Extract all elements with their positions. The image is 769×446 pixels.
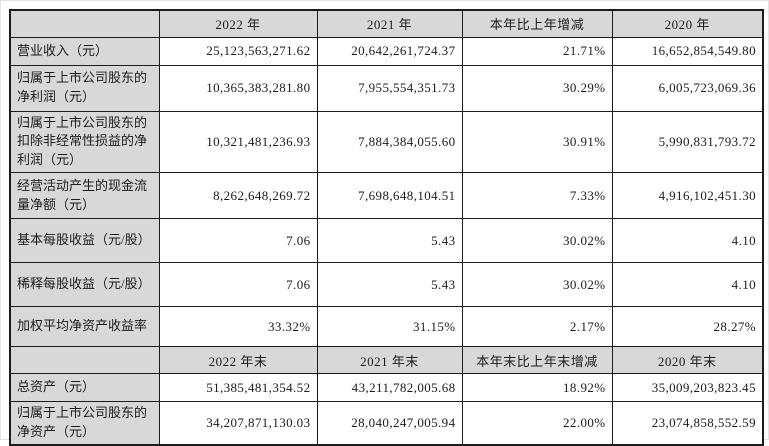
- value-cell: 18.92%: [461, 373, 613, 403]
- metric-label: 归属于上市公司股东的扣除非经常性损益的净利润（元）: [9, 110, 160, 174]
- yearend-header-row: 2022 年末 2021 年末 本年末比上年末增减 2020 年末: [9, 346, 764, 375]
- value-cell: 2.17%: [461, 306, 613, 348]
- value-cell: 4,916,102,451.30: [611, 172, 764, 220]
- value-cell: 6,005,723,069.36: [611, 64, 764, 112]
- value-cell: 10,321,481,236.93: [158, 110, 318, 174]
- row-operating-cash-flow: 经营活动产生的现金流量净额（元） 8,262,648,269.72 7,698,…: [9, 172, 764, 220]
- value-cell: 25,123,563,271.62: [158, 36, 318, 66]
- value-cell: 28,040,247,005.94: [316, 401, 463, 446]
- row-net-assets: 归属于上市公司股东的净资产（元） 34,207,871,130.03 28,04…: [9, 401, 764, 446]
- value-cell: 5,990,831,793.72: [611, 110, 764, 174]
- metric-label: 稀释每股收益（元/股）: [9, 262, 160, 308]
- year-header-2020: 2020 年: [611, 9, 764, 38]
- row-weighted-avg-roe: 加权平均净资产收益率 33.32% 31.15% 2.17% 28.27%: [9, 306, 764, 348]
- metric-label: 加权平均净资产收益率: [9, 306, 160, 348]
- corner-cell: [9, 346, 160, 375]
- yoy-change-header: 本年比上年增减: [461, 9, 613, 38]
- value-cell: 30.02%: [461, 262, 613, 308]
- value-cell: 31.15%: [316, 306, 463, 348]
- value-cell: 4.10: [611, 218, 764, 264]
- value-cell: 30.02%: [461, 218, 613, 264]
- year-header-2022: 2022 年: [158, 9, 318, 38]
- value-cell: 5.43: [316, 218, 463, 264]
- value-cell: 30.91%: [461, 110, 613, 174]
- value-cell: 28.27%: [611, 306, 764, 348]
- row-total-assets: 总资产（元） 51,385,481,354.52 43,211,782,005.…: [9, 373, 764, 403]
- metric-label: 总资产（元）: [9, 373, 160, 403]
- value-cell: 16,652,854,549.80: [611, 36, 764, 66]
- row-basic-eps: 基本每股收益（元/股） 7.06 5.43 30.02% 4.10: [9, 218, 764, 264]
- metric-label: 归属于上市公司股东的净利润（元）: [9, 64, 160, 112]
- value-cell: 7,884,384,055.60: [316, 110, 463, 174]
- metric-label: 营业收入（元）: [9, 36, 160, 66]
- value-cell: 20,642,261,724.37: [316, 36, 463, 66]
- yearend-header-2021: 2021 年末: [316, 346, 463, 375]
- metric-label: 归属于上市公司股东的净资产（元）: [9, 401, 160, 446]
- value-cell: 7.06: [158, 218, 318, 264]
- value-cell: 43,211,782,005.68: [316, 373, 463, 403]
- value-cell: 7.33%: [461, 172, 613, 220]
- corner-cell: [9, 9, 160, 38]
- value-cell: 7,955,554,351.73: [316, 64, 463, 112]
- row-revenue: 营业收入（元） 25,123,563,271.62 20,642,261,724…: [9, 36, 764, 66]
- value-cell: 8,262,648,269.72: [158, 172, 318, 220]
- value-cell: 33.32%: [158, 306, 318, 348]
- value-cell: 30.29%: [461, 64, 613, 112]
- yearend-header-2020: 2020 年末: [611, 346, 764, 375]
- value-cell: 7,698,648,104.51: [316, 172, 463, 220]
- yearend-change-header: 本年末比上年末增减: [461, 346, 613, 375]
- metric-label: 经营活动产生的现金流量净额（元）: [9, 172, 160, 220]
- row-net-profit-deducted: 归属于上市公司股东的扣除非经常性损益的净利润（元） 10,321,481,236…: [9, 110, 764, 174]
- row-net-profit: 归属于上市公司股东的净利润（元） 10,365,383,281.80 7,955…: [9, 64, 764, 112]
- financial-summary-table: 2022 年 2021 年 本年比上年增减 2020 年 营业收入（元） 25,…: [9, 9, 764, 446]
- value-cell: 21.71%: [461, 36, 613, 66]
- metric-label: 基本每股收益（元/股）: [9, 218, 160, 264]
- row-diluted-eps: 稀释每股收益（元/股） 7.06 5.43 30.02% 4.10: [9, 262, 764, 308]
- value-cell: 34,207,871,130.03: [158, 401, 318, 446]
- value-cell: 10,365,383,281.80: [158, 64, 318, 112]
- annual-header-row: 2022 年 2021 年 本年比上年增减 2020 年: [9, 9, 764, 38]
- value-cell: 7.06: [158, 262, 318, 308]
- value-cell: 35,009,203,823.45: [611, 373, 764, 403]
- year-header-2021: 2021 年: [316, 9, 463, 38]
- value-cell: 23,074,858,552.59: [611, 401, 764, 446]
- value-cell: 22.00%: [461, 401, 613, 446]
- yearend-header-2022: 2022 年末: [158, 346, 318, 375]
- value-cell: 5.43: [316, 262, 463, 308]
- value-cell: 51,385,481,354.52: [158, 373, 318, 403]
- value-cell: 4.10: [611, 262, 764, 308]
